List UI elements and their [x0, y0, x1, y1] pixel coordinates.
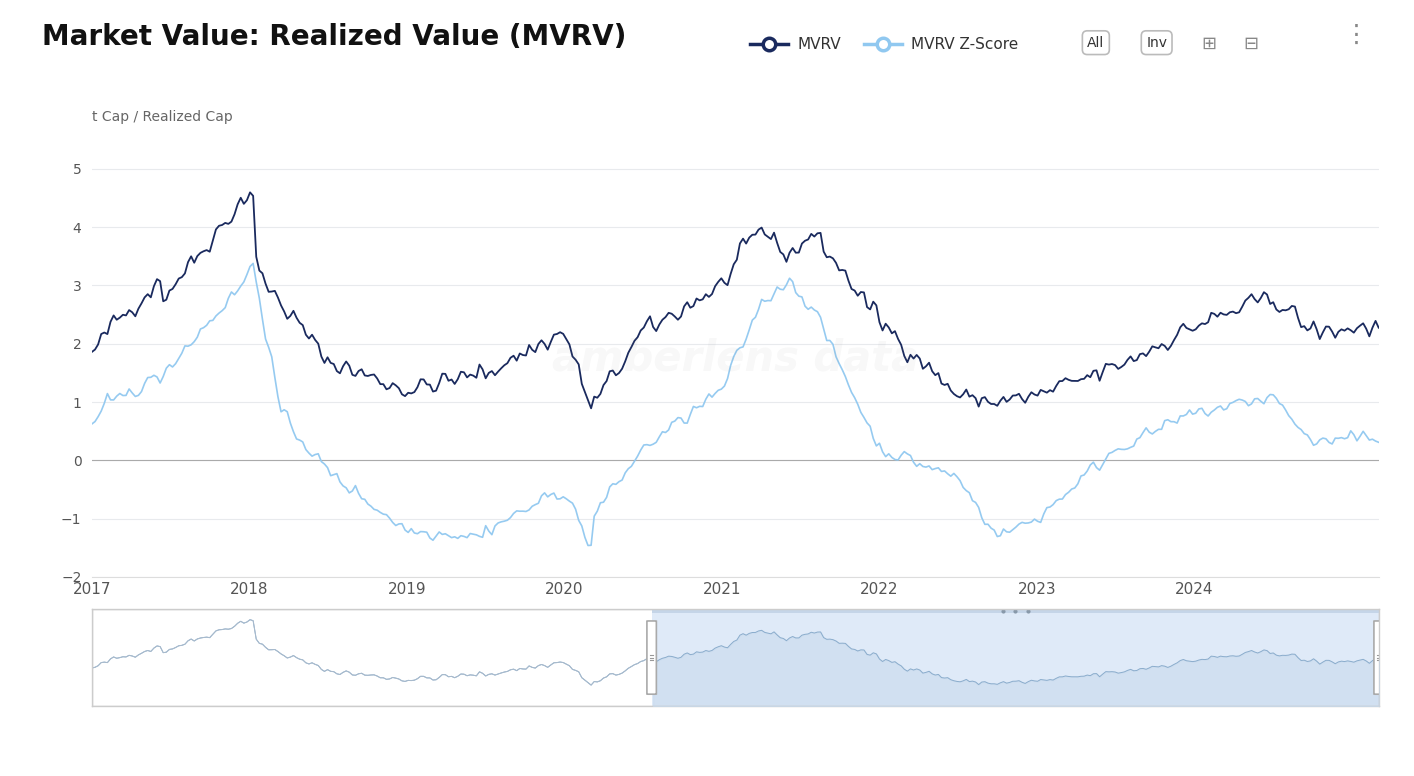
Text: All: All — [1087, 36, 1104, 50]
Text: ⋮: ⋮ — [1343, 23, 1369, 47]
Text: ⊞: ⊞ — [1202, 34, 1216, 53]
Text: Inv: Inv — [1147, 36, 1167, 50]
Legend: MVRV, MVRV Z-Score: MVRV, MVRV Z-Score — [744, 31, 1025, 58]
Text: Market Value: Realized Value (MVRV): Market Value: Realized Value (MVRV) — [42, 23, 626, 51]
Text: amberlens data: amberlens data — [551, 338, 919, 379]
FancyBboxPatch shape — [648, 621, 656, 695]
Text: t Cap / Realized Cap: t Cap / Realized Cap — [92, 110, 233, 124]
Text: ⊟: ⊟ — [1244, 34, 1258, 53]
Bar — [92, 609, 652, 706]
Bar — [652, 609, 1379, 706]
Bar — [652, 609, 1379, 613]
FancyBboxPatch shape — [1374, 621, 1383, 695]
